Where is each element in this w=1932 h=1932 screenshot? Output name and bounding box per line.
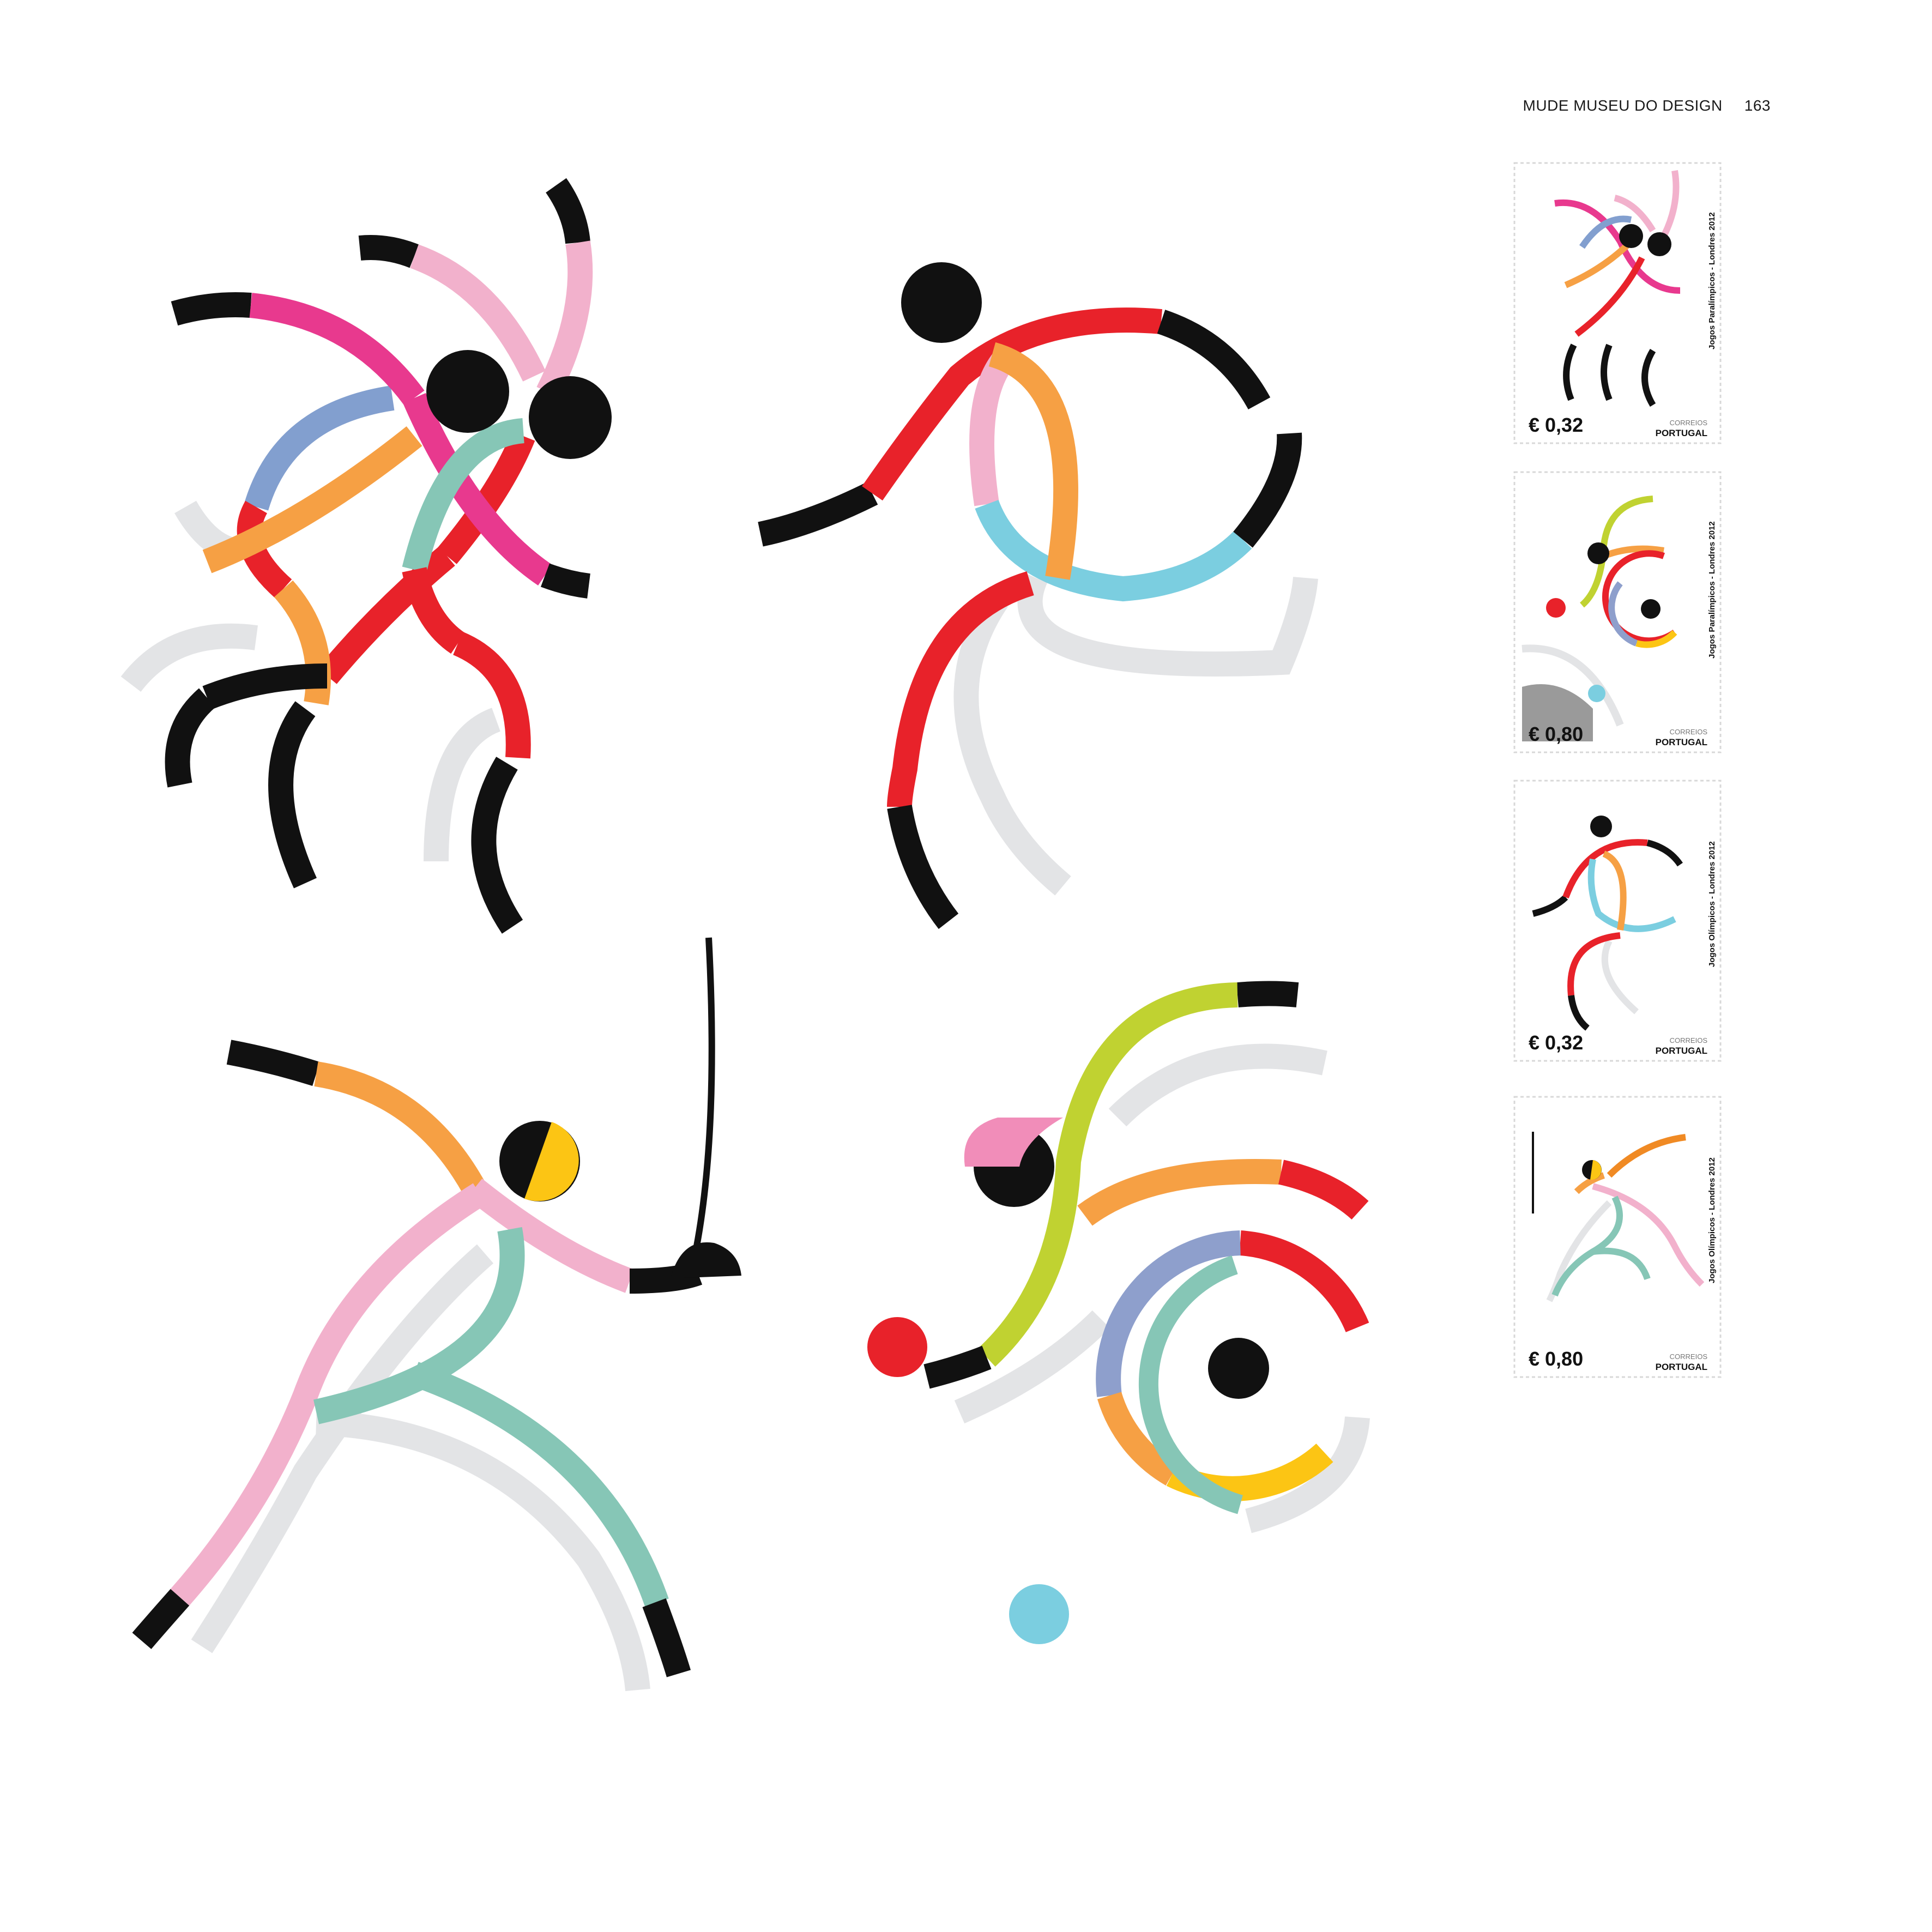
stamp-value: € 0,80 [1529,723,1584,745]
stamp-country: PORTUGAL [1655,737,1707,747]
stamp-issuer: CORREIOS [1669,728,1707,736]
stamp-judo-art [1554,170,1681,407]
stamp-frame [1513,162,1722,444]
stamp-value: € 0,32 [1529,414,1584,436]
stamp-handball: Jogos Olímpicos - Londres 2012 € 0,32 CO… [1511,777,1724,1064]
stamp-title: Jogos Olímpicos - Londres 2012 [1707,841,1717,967]
stamp-judo: Jogos Paralímpicos - Londres 2012 € 0,32… [1511,160,1724,446]
stamp-value: € 0,80 [1529,1348,1584,1370]
stamp-country: PORTUGAL [1655,1046,1707,1056]
stamp-fencing: Jogos Olímpicos - Londres 2012 € 0,80 CO… [1511,1094,1724,1380]
stamp-issuer: CORREIOS [1669,1036,1707,1045]
judo-pictogram [120,178,612,934]
stamp-country: PORTUGAL [1655,1362,1707,1372]
stamp-frame [1513,471,1722,753]
stamp-issuer: CORREIOS [1669,1353,1707,1361]
publication-title: MUDE MUSEU DO DESIGN [1523,97,1723,114]
stamp-title: Jogos Olímpicos - Londres 2012 [1707,1157,1717,1283]
stamp-fencing-art [1532,1132,1705,1302]
page-header: MUDE MUSEU DO DESIGN 163 [1523,97,1771,114]
fencing-pictogram [132,937,741,1692]
stamp-handball-art [1532,839,1683,1031]
stamp-value: € 0,32 [1529,1031,1584,1054]
stamp-issuer: CORREIOS [1669,419,1707,427]
wheelchair-pictogram [867,981,1370,1644]
stamp-wheelchair: Jogos Paralímpicos - Londres 2012 € 0,80… [1511,469,1724,756]
stamp-frame [1513,1096,1722,1378]
stamp-title: Jogos Paralímpicos - Londres 2012 [1707,521,1717,659]
stamp-title: Jogos Paralímpicos - Londres 2012 [1707,212,1717,349]
page-number: 163 [1744,97,1771,114]
stamp-frame [1513,780,1722,1062]
stamp-country: PORTUGAL [1655,428,1707,438]
handball-pictogram [758,262,1318,929]
